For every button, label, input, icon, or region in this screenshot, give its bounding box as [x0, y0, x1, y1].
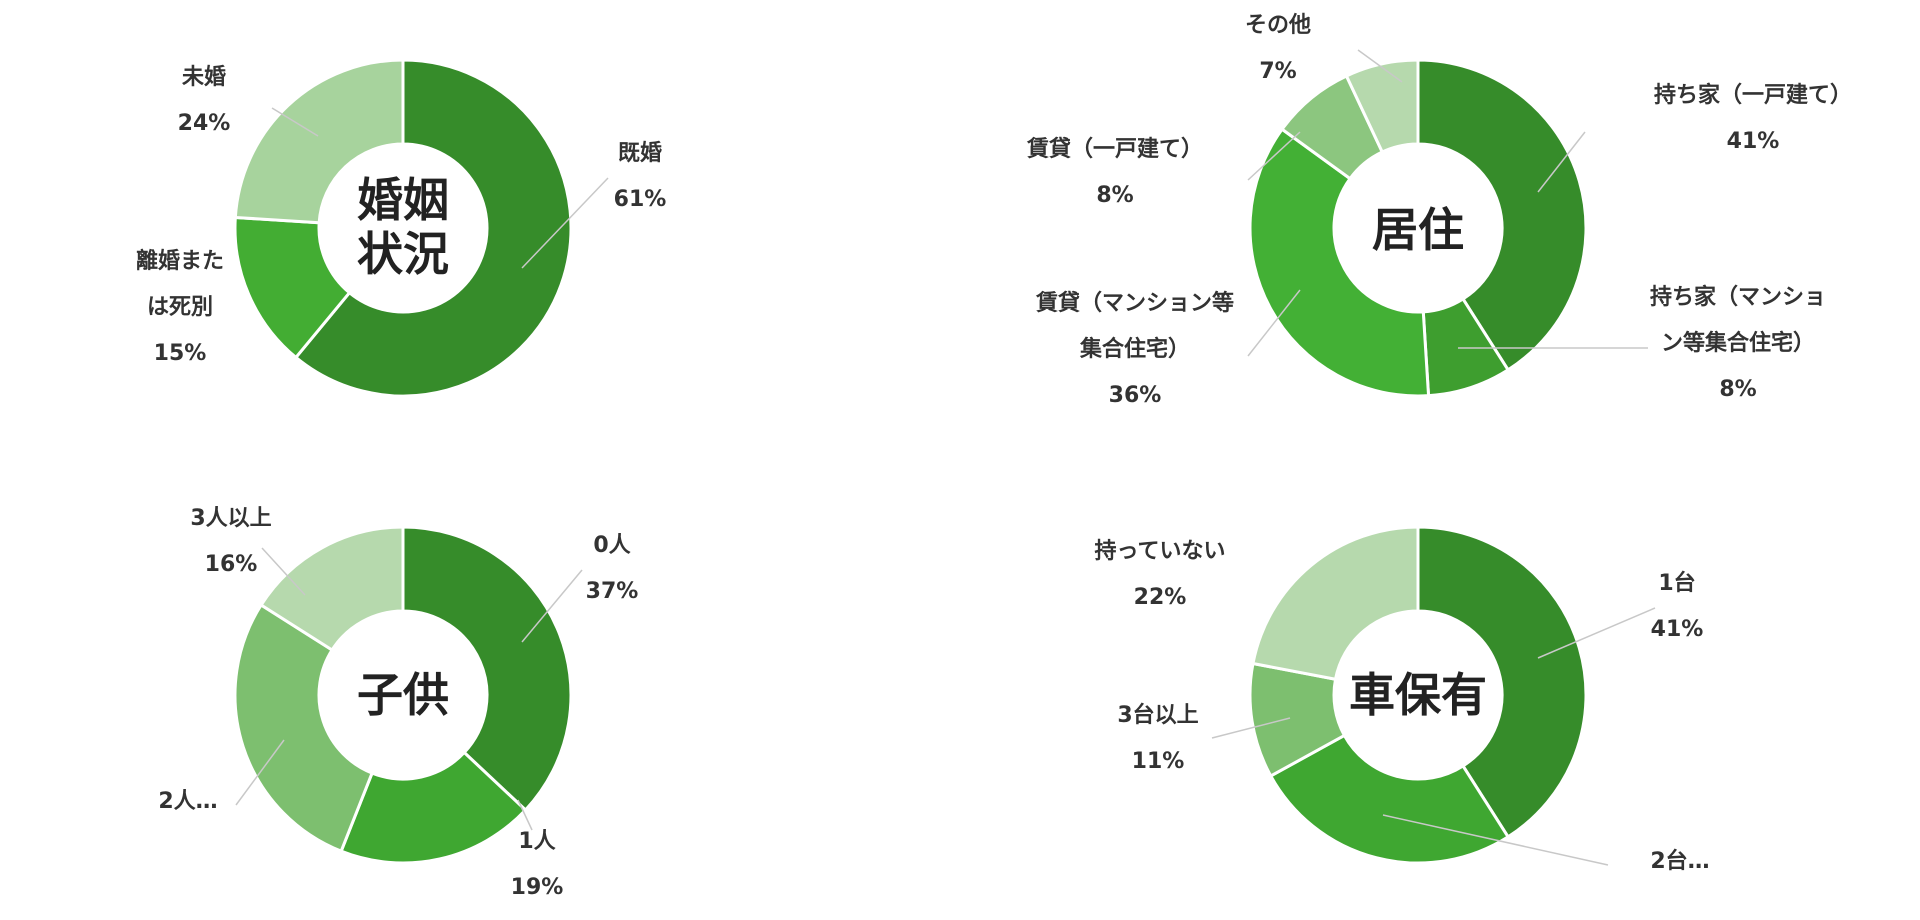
donut-2-leader-3 — [1247, 289, 1301, 357]
donut-1-slice-1 — [293, 58, 573, 398]
donut-3-label-4: 3人以上 16% — [190, 506, 271, 577]
donut-1-center-label: 婚姻 — [357, 173, 449, 227]
donut-2-leader-5 — [1357, 49, 1403, 83]
donut-2-label-2: 持ち家（マンション等集合住宅） 8% — [1650, 284, 1826, 402]
donut-1-center-label: 状況 — [357, 227, 449, 281]
donut-4-label-1: 1台 41% — [1651, 570, 1704, 642]
donut-4-label-4: 持っていない 22% — [1095, 539, 1226, 610]
donut-1-label-1: 既婚 61% — [614, 140, 667, 212]
donut-chart-2: 持ち家（一戸建て） 41% 持ち家（マンション等集合住宅） 8% 賃貸（マンション等集合… — [1026, 13, 1852, 408]
donut-chart-3: 0人 37% 1人 19% 2人… 3人以上 16% 子供 — [158, 506, 638, 900]
donut-1-leader-3 — [271, 107, 319, 137]
donut-2-slice-5 — [1344, 58, 1420, 154]
donut-4-label-2: 2台… — [1650, 848, 1709, 874]
donut-2-leader-1 — [1537, 131, 1586, 193]
donut-3-slice-3 — [233, 602, 375, 854]
donut-4-leader-1 — [1537, 607, 1656, 659]
donut-3-slice-1 — [401, 525, 573, 813]
donut-2-slice-3 — [1248, 127, 1431, 398]
donut-4-slice-4 — [1251, 525, 1420, 682]
donut-2-label-5: その他 7% — [1245, 13, 1311, 84]
donut-4-slice-1 — [1416, 525, 1588, 839]
donut-4-leader-2 — [1382, 814, 1609, 866]
donut-3-leader-4 — [261, 547, 306, 596]
donut-1-slice-3 — [233, 58, 405, 225]
donut-chart-4: 1台 41% 2台… 3台以上 11% 持っていない 22% 車保有 — [1095, 525, 1710, 874]
donut-3-center-label: 子供 — [357, 668, 449, 722]
donut-2-leader-4 — [1247, 131, 1301, 181]
donut-3-slice-4 — [259, 525, 405, 653]
donut-3-leader-3 — [235, 739, 285, 806]
donut-3-label-1: 0人 37% — [586, 533, 639, 604]
donut-2-label-3: 賃貸（マンション等集合住宅） 36% — [1035, 290, 1234, 408]
donut-3-leader-1 — [521, 569, 583, 643]
donut-1-label-3: 未婚 24% — [178, 64, 231, 136]
donut-3-label-2: 1人 19% — [511, 829, 564, 900]
donut-4-label-3: 3台以上 11% — [1117, 702, 1198, 774]
donut-1-label-2: 離婚または死別 15% — [136, 248, 224, 366]
donut-2-label-4: 賃貸（一戸建て） 8% — [1026, 136, 1203, 208]
donut-3-label-3: 2人… — [158, 789, 217, 814]
donut-2-center-label: 居住 — [1372, 203, 1464, 257]
donut-3-slice-2 — [339, 750, 528, 865]
donut-4-slice-2 — [1268, 733, 1511, 865]
donut-1-leader-1 — [521, 177, 609, 269]
donut-2-slice-1 — [1416, 58, 1588, 372]
donut-4-leader-3 — [1211, 717, 1291, 739]
donut-3-leader-2 — [517, 799, 533, 831]
donut-2-label-1: 持ち家（一戸建て） 41% — [1654, 82, 1852, 154]
donut-4-center-label: 車保有 — [1349, 668, 1487, 722]
